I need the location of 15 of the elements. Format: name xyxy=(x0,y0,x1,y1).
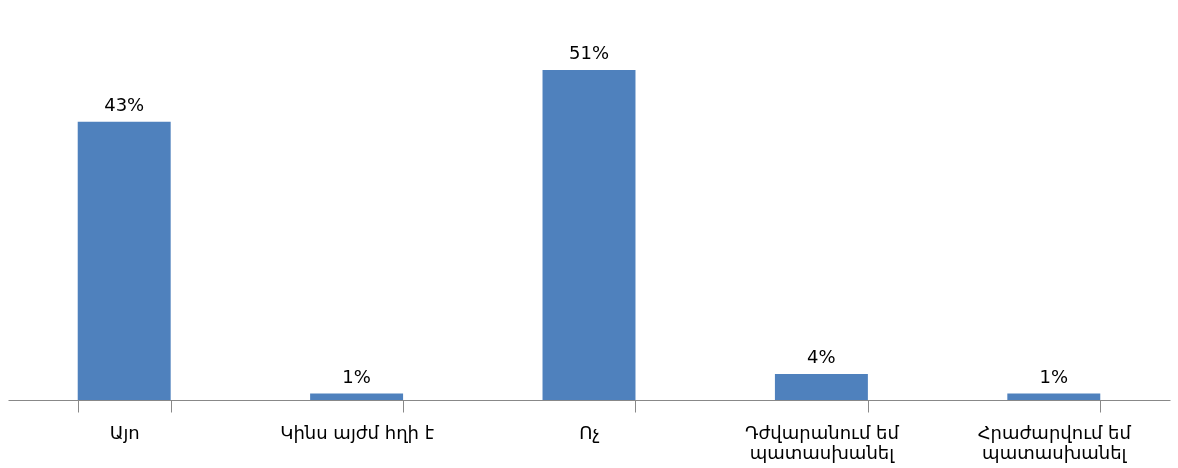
bar xyxy=(77,121,171,400)
data-label: 1% xyxy=(1039,365,1069,387)
x-tick-label: Հրաժարվում եմ պատասխանել xyxy=(977,421,1132,463)
bar xyxy=(542,70,636,400)
bar xyxy=(310,393,404,400)
data-label: 51% xyxy=(568,42,610,63)
data-label: 43% xyxy=(104,93,145,115)
x-tick-label: Դժվարանում եմ պատասխանել xyxy=(744,421,900,463)
data-label: 4% xyxy=(807,346,836,368)
bar xyxy=(774,374,868,400)
x-tick-label: Կինս այժմ հղի է xyxy=(280,421,434,443)
data-label: 1% xyxy=(342,365,371,387)
bar xyxy=(1007,393,1101,400)
x-tick-label: Ոչ xyxy=(579,421,600,443)
x-tick-label: Այո xyxy=(109,421,140,443)
